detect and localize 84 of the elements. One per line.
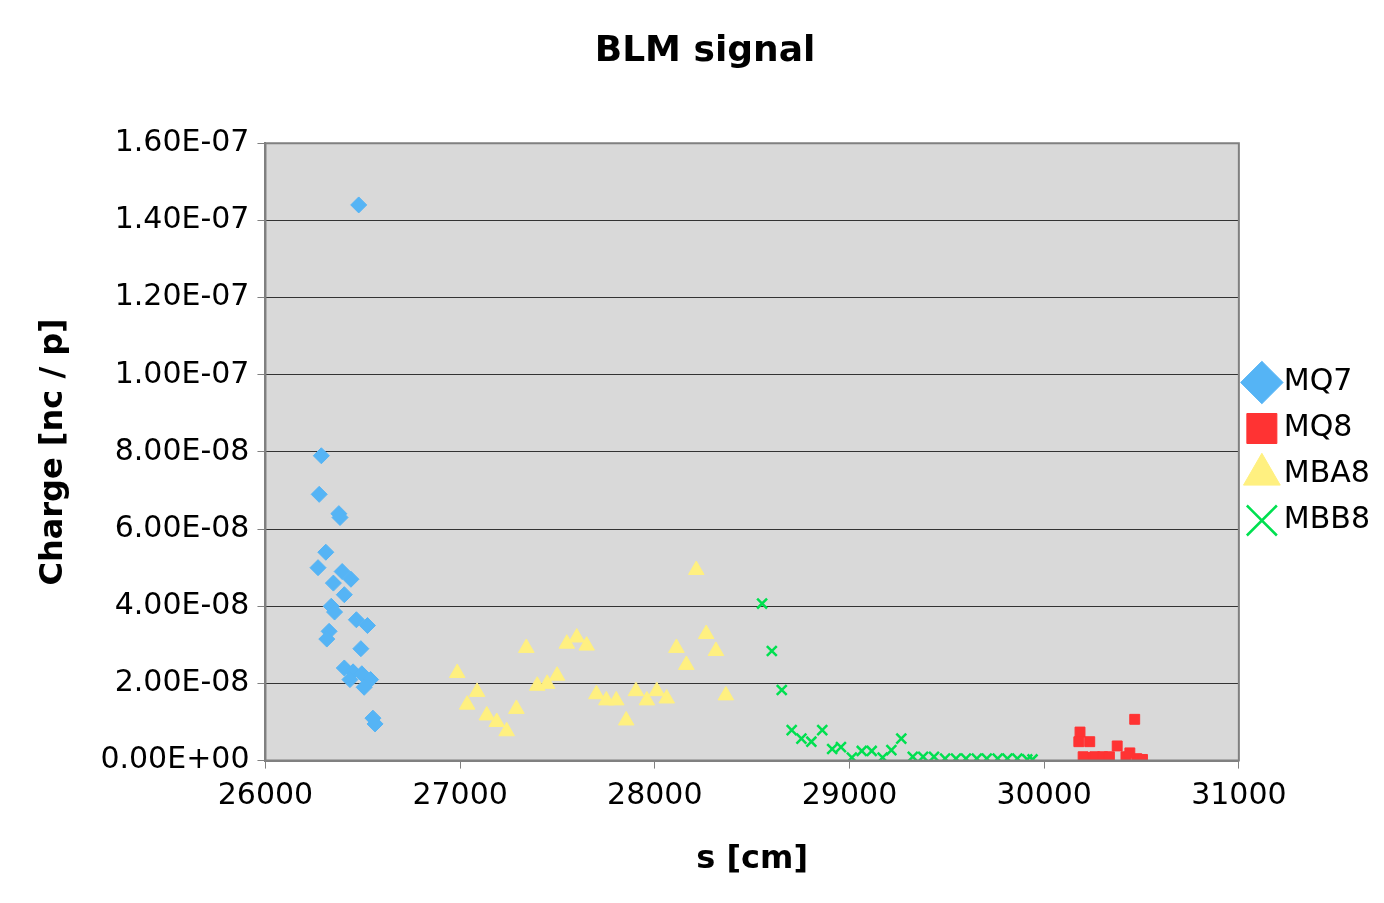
point: [333, 563, 351, 581]
x-tick-label: 28000: [607, 776, 703, 812]
y-tick-label: 4.00E-08: [114, 586, 250, 622]
point: [617, 710, 635, 726]
point: [342, 570, 360, 588]
y-tick-label: 0.00E+00: [100, 740, 250, 776]
point: [795, 732, 808, 745]
point: [358, 617, 376, 635]
point: [755, 597, 769, 610]
point: [916, 750, 930, 761]
x-tick-label: 31000: [1191, 776, 1287, 812]
point: [775, 683, 788, 697]
point: [816, 723, 829, 737]
point: [627, 681, 645, 697]
point: [350, 196, 368, 214]
legend-label: MQ8: [1283, 408, 1353, 444]
point: [765, 644, 779, 658]
point: [317, 543, 335, 561]
point: [638, 690, 656, 706]
point: [834, 740, 848, 754]
y-tick-label: 6.00E-08: [114, 508, 250, 544]
point: [1111, 740, 1123, 752]
point: [518, 638, 535, 653]
point: [458, 695, 476, 710]
point: [785, 723, 798, 737]
point: [558, 634, 576, 649]
point: [352, 640, 370, 658]
point: [468, 682, 486, 697]
y-tick-label: 1.20E-07: [114, 277, 250, 313]
point: [1084, 736, 1096, 748]
point: [927, 750, 941, 761]
point: [324, 574, 342, 592]
point: [678, 655, 695, 670]
x-tick-label: 27000: [412, 776, 508, 812]
legend-label: MBA8: [1283, 454, 1370, 490]
point: [845, 751, 859, 761]
point: [347, 611, 365, 629]
point: [876, 751, 889, 761]
y-tick-label: 1.40E-07: [114, 200, 250, 236]
point: [448, 663, 466, 679]
point: [478, 705, 496, 721]
legend-label: MBB8: [1283, 500, 1371, 536]
point: [548, 666, 566, 681]
chart-title: BLM signal: [594, 27, 816, 69]
point: [825, 742, 839, 756]
point: [1074, 726, 1086, 738]
point: [855, 744, 868, 758]
point: [668, 638, 685, 653]
point: [717, 685, 735, 701]
y-tick-label: 8.00E-08: [114, 431, 250, 467]
point: [658, 688, 675, 704]
y-axis-title: Charge [nc / p]: [31, 318, 70, 586]
point: [707, 641, 725, 657]
point: [488, 712, 506, 728]
point: [335, 586, 353, 604]
point: [607, 690, 625, 706]
point: [312, 447, 330, 465]
point: [895, 732, 908, 745]
y-tick-label: 1.60E-07: [114, 123, 250, 158]
x-axis-title: s [cm]: [696, 838, 809, 877]
point: [498, 721, 515, 737]
point: [578, 636, 595, 651]
point: [906, 750, 919, 761]
point: [885, 743, 898, 757]
point: [865, 744, 878, 758]
legend-label: MQ7: [1283, 362, 1353, 398]
point: [310, 485, 328, 503]
point: [568, 628, 586, 643]
point: [1073, 736, 1085, 748]
point: [588, 684, 605, 700]
point: [688, 560, 705, 575]
point: [805, 735, 818, 748]
point: [1129, 713, 1141, 725]
point: [648, 681, 666, 697]
point: [1103, 751, 1115, 761]
x-tick-label: 26000: [217, 776, 314, 812]
point: [309, 559, 327, 577]
y-tick-label: 2.00E-08: [114, 663, 250, 699]
y-tick-label: 1.00E-07: [114, 354, 250, 390]
point: [508, 699, 525, 714]
x-tick-label: 30000: [996, 776, 1092, 812]
point: [697, 624, 715, 640]
x-tick-label: 29000: [801, 776, 898, 812]
point: [1124, 747, 1136, 759]
